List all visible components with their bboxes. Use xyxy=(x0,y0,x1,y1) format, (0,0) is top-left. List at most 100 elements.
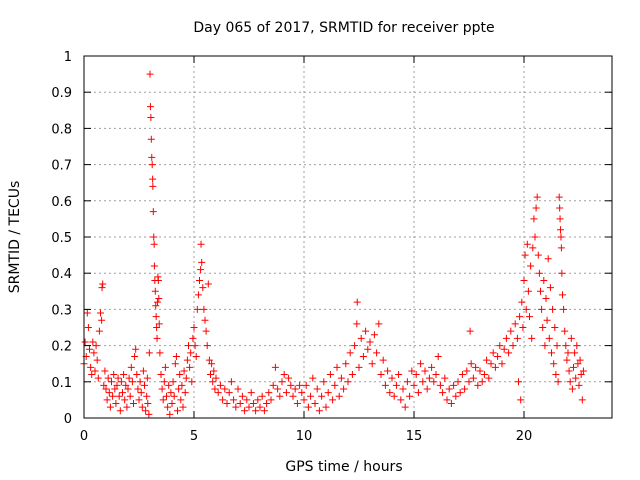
data-point xyxy=(199,284,207,292)
data-point xyxy=(104,374,112,382)
y-tick-label: 0.7 xyxy=(51,159,72,174)
data-point xyxy=(280,371,288,379)
data-point xyxy=(531,233,539,241)
data-point xyxy=(333,363,341,371)
data-point xyxy=(529,244,537,252)
data-point xyxy=(114,374,122,382)
y-tick-label: 0.9 xyxy=(51,86,72,101)
data-point xyxy=(419,378,427,386)
data-point xyxy=(210,367,218,375)
data-point xyxy=(103,396,111,404)
data-point xyxy=(158,385,166,393)
data-point xyxy=(200,305,208,313)
data-point xyxy=(557,226,565,234)
data-point xyxy=(562,342,570,350)
data-point xyxy=(324,389,332,397)
data-point xyxy=(523,240,531,248)
data-point xyxy=(155,320,163,328)
data-point xyxy=(445,385,453,393)
y-axis-label: SRMTID / TECUs xyxy=(7,181,23,294)
data-point xyxy=(111,385,119,393)
data-point xyxy=(483,356,491,364)
data-point xyxy=(558,269,566,277)
data-point xyxy=(553,342,561,350)
data-point xyxy=(102,385,110,393)
data-point xyxy=(287,381,295,389)
data-point xyxy=(196,276,203,284)
data-point xyxy=(421,367,429,375)
data-point xyxy=(132,345,140,353)
data-point xyxy=(348,371,356,379)
data-point xyxy=(425,374,433,382)
y-tick-label: 0.4 xyxy=(51,267,72,282)
data-point xyxy=(551,324,559,331)
data-point xyxy=(181,389,189,397)
data-point xyxy=(177,396,185,404)
data-point xyxy=(147,135,155,143)
data-point xyxy=(513,334,521,342)
data-point xyxy=(153,298,161,306)
data-point xyxy=(202,327,210,335)
data-point xyxy=(156,349,164,357)
data-point xyxy=(89,338,97,346)
data-point xyxy=(467,360,475,368)
y-tick-label: 1 xyxy=(64,50,72,65)
data-point xyxy=(174,407,181,415)
data-point xyxy=(300,396,308,404)
data-point xyxy=(115,392,123,400)
data-point xyxy=(169,378,177,386)
data-point xyxy=(357,334,365,342)
data-point xyxy=(245,403,253,411)
data-point xyxy=(370,331,378,339)
data-point xyxy=(100,381,108,389)
data-point xyxy=(417,360,425,368)
data-point xyxy=(207,371,214,379)
data-point xyxy=(507,327,515,335)
data-point xyxy=(500,345,508,353)
data-point xyxy=(175,385,183,393)
data-point xyxy=(423,385,431,393)
y-tick-label: 0.8 xyxy=(51,122,72,137)
data-point xyxy=(97,309,104,317)
data-point xyxy=(254,396,262,404)
data-point xyxy=(211,385,219,393)
data-point xyxy=(575,381,583,389)
data-point xyxy=(136,378,144,386)
data-point xyxy=(148,161,156,169)
data-point xyxy=(256,403,264,411)
data-point xyxy=(139,367,147,375)
y-tick-label: 0.1 xyxy=(51,376,72,391)
data-point xyxy=(88,371,96,379)
data-point xyxy=(186,363,194,371)
data-point xyxy=(532,204,540,212)
data-point xyxy=(322,403,330,411)
data-point xyxy=(282,389,290,397)
data-point xyxy=(168,400,176,408)
data-point xyxy=(573,342,581,350)
data-point xyxy=(90,349,98,357)
data-point xyxy=(556,215,564,223)
data-point xyxy=(518,298,526,306)
data-point xyxy=(298,389,306,397)
data-point xyxy=(94,374,102,382)
data-point xyxy=(126,392,134,400)
data-point xyxy=(86,345,93,353)
data-point xyxy=(183,356,191,364)
data-point xyxy=(524,287,532,295)
data-point xyxy=(146,70,154,78)
data-point xyxy=(278,378,286,386)
data-point xyxy=(397,396,405,404)
data-point xyxy=(480,371,488,379)
y-tick-label: 0.6 xyxy=(51,195,72,210)
data-point xyxy=(155,295,163,303)
data-point xyxy=(544,255,552,263)
data-point xyxy=(166,410,174,418)
data-point xyxy=(535,269,543,277)
data-point xyxy=(355,363,363,371)
data-point xyxy=(191,342,199,350)
data-point xyxy=(274,385,282,393)
data-point xyxy=(541,342,549,350)
x-tick-label: 0 xyxy=(80,429,88,444)
data-point xyxy=(401,403,409,411)
